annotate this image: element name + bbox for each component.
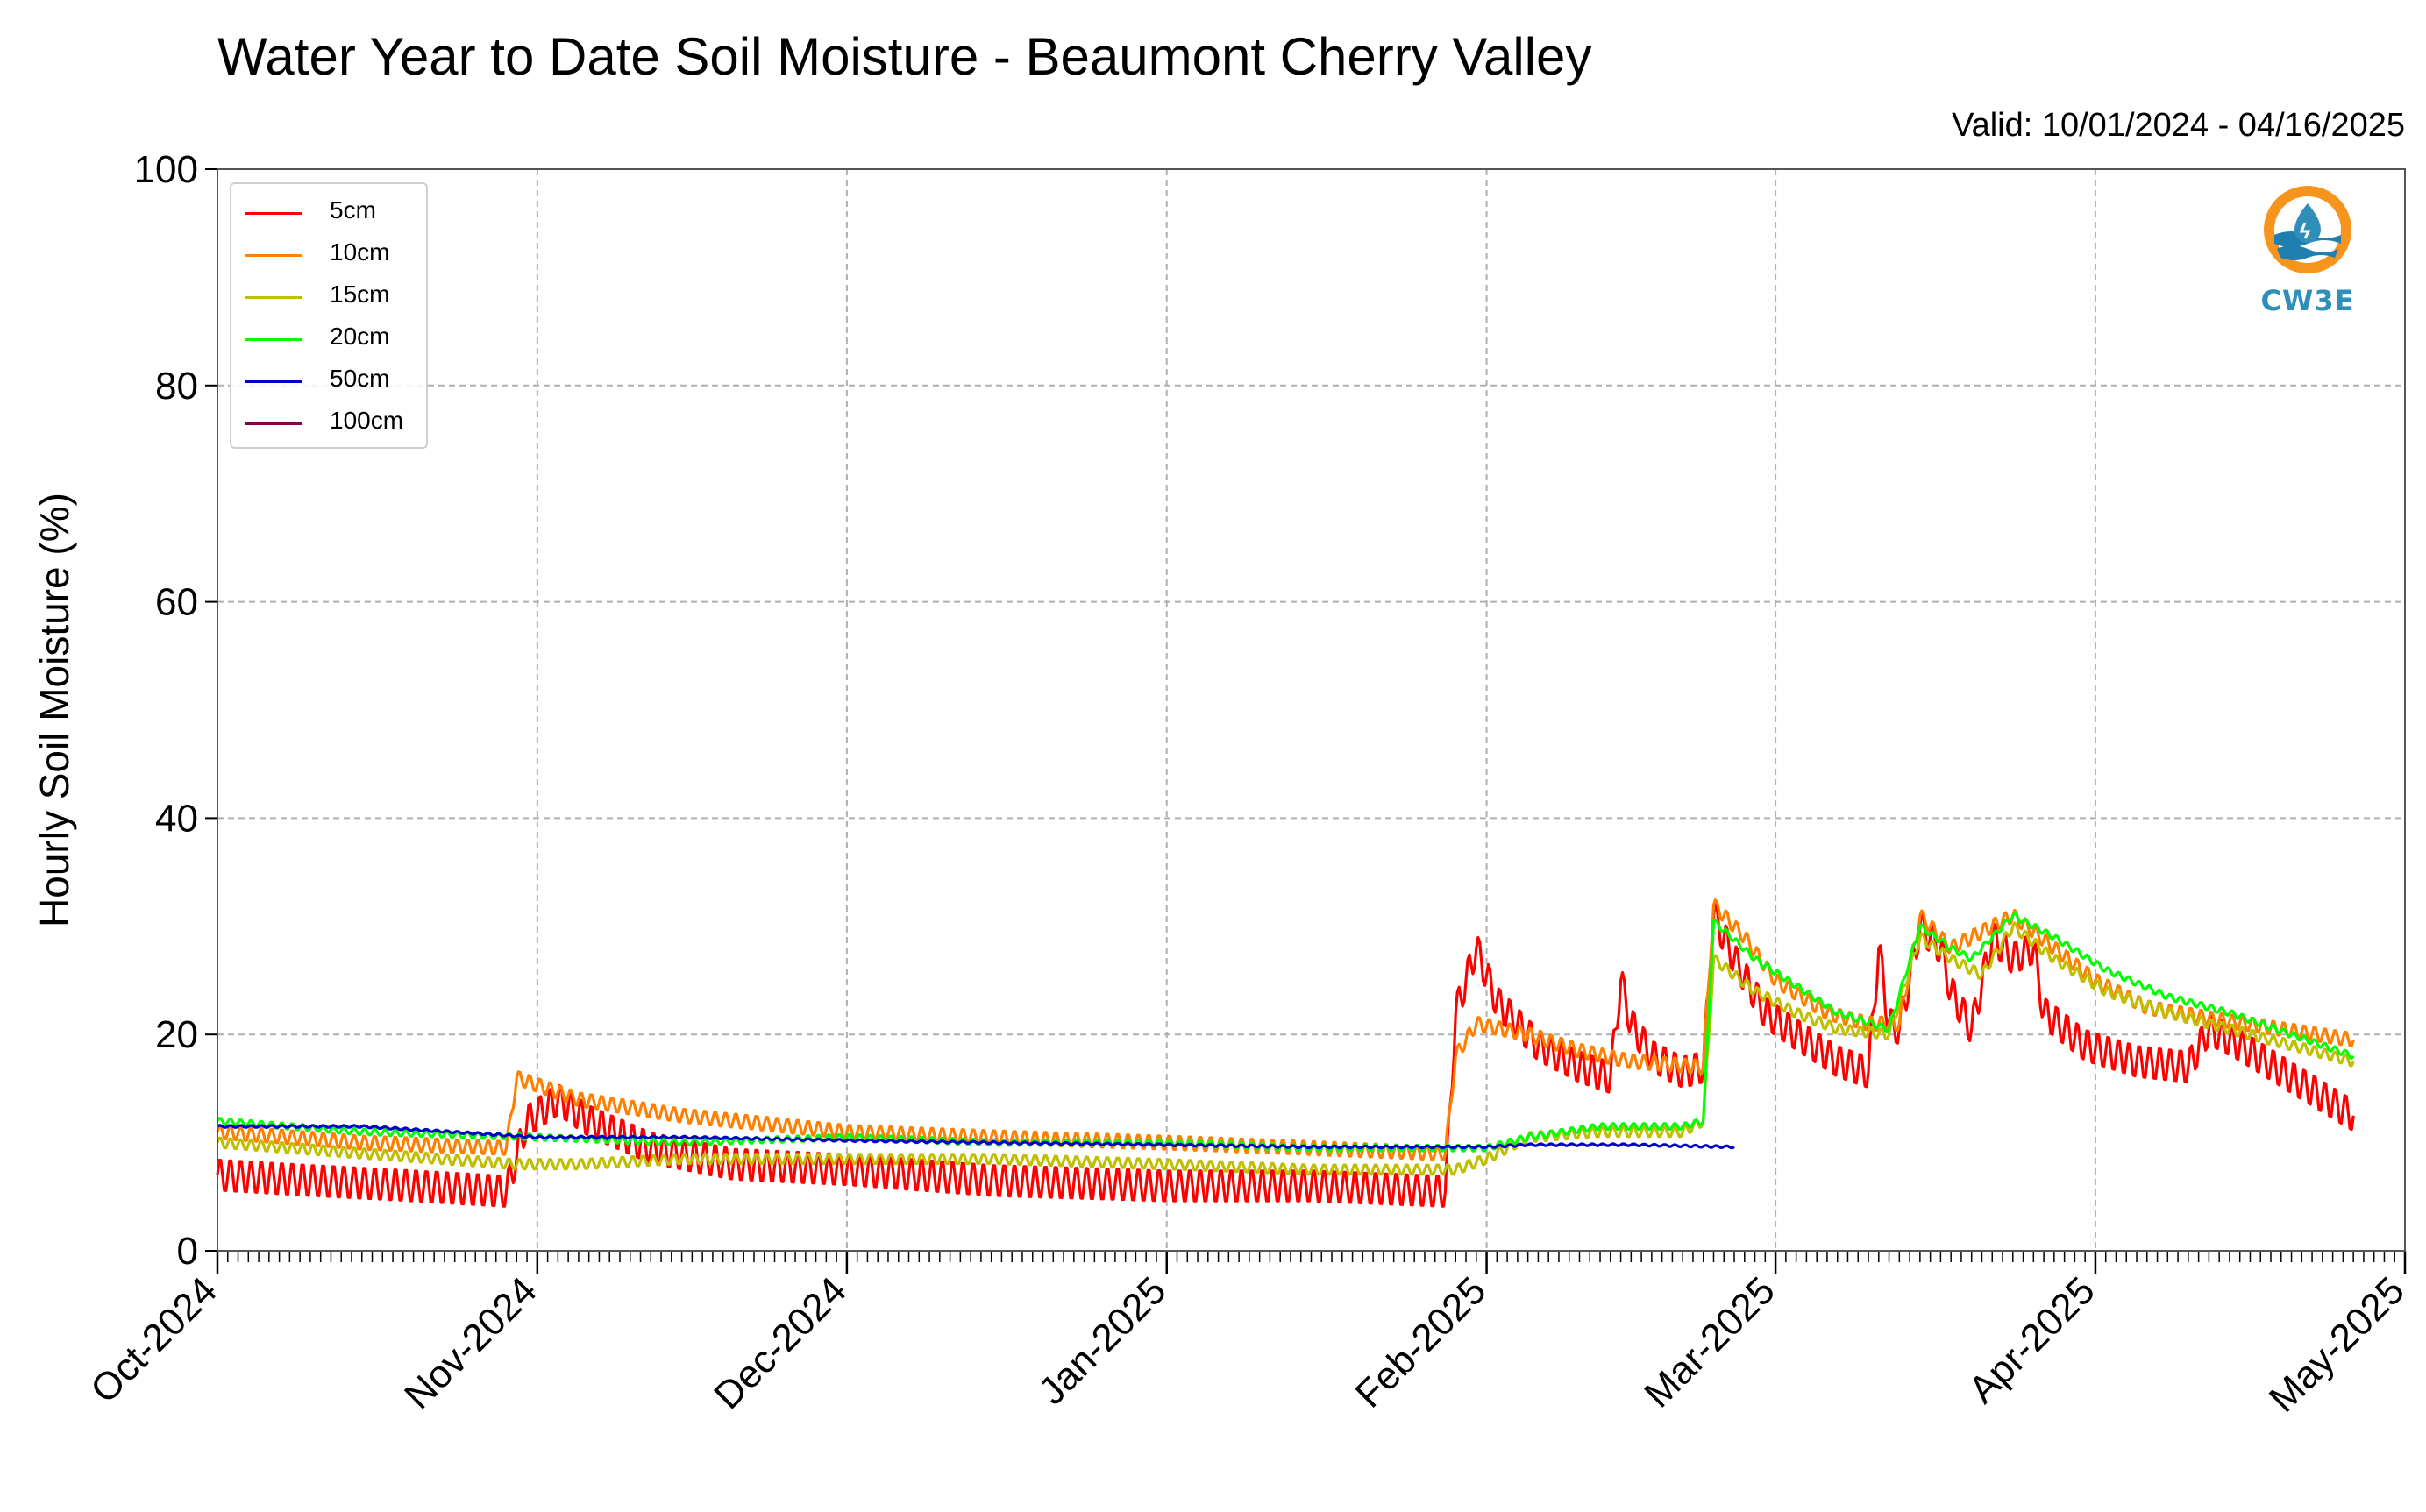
x-tick-label: Mar-2025 bbox=[1636, 1269, 1783, 1416]
legend-item-10cm: 10cm bbox=[231, 237, 424, 272]
chart-subtitle: Valid: 10/01/2024 - 04/16/2025 bbox=[1952, 107, 2405, 144]
legend-swatch bbox=[245, 254, 302, 257]
y-tick-label: 60 bbox=[155, 581, 198, 624]
legend-swatch bbox=[245, 212, 302, 215]
legend-label: 20cm bbox=[330, 323, 390, 350]
legend-swatch bbox=[245, 380, 302, 383]
legend-item-100cm: 100cm bbox=[231, 405, 424, 440]
x-tick-label: Dec-2024 bbox=[706, 1269, 855, 1418]
series-line-5cm bbox=[216, 902, 2355, 1208]
legend-item-20cm: 20cm bbox=[231, 321, 424, 356]
plot-frame bbox=[217, 168, 2406, 1252]
legend: 5cm 10cm 15cm 20cm 50cm 100cm bbox=[230, 182, 428, 449]
x-tick-label: Feb-2025 bbox=[1348, 1269, 1495, 1416]
series-line-15cm bbox=[216, 921, 2355, 1176]
legend-label: 5cm bbox=[330, 196, 376, 224]
legend-item-15cm: 15cm bbox=[231, 279, 424, 314]
y-tick-label: 40 bbox=[155, 797, 198, 840]
x-tick-label: Apr-2025 bbox=[1960, 1269, 2103, 1412]
x-tick-label: May-2025 bbox=[2261, 1269, 2413, 1421]
y-tick-label: 20 bbox=[155, 1013, 198, 1056]
legend-item-5cm: 5cm bbox=[231, 195, 424, 230]
axis-layer bbox=[205, 168, 2407, 1274]
grid-layer bbox=[217, 168, 2406, 1252]
legend-item-50cm: 50cm bbox=[231, 363, 424, 398]
logo-text: CW3E bbox=[2260, 284, 2355, 317]
legend-swatch bbox=[245, 296, 302, 299]
x-tick-label: Jan-2025 bbox=[1030, 1269, 1174, 1413]
chart-title: Water Year to Date Soil Moisture - Beaum… bbox=[217, 27, 1592, 86]
series-line-50cm bbox=[217, 1124, 1735, 1150]
x-tick-label: Nov-2024 bbox=[396, 1269, 545, 1418]
cw3e-logo: CW3E bbox=[2251, 181, 2365, 321]
legend-label: 10cm bbox=[330, 238, 390, 266]
y-tick-label: 100 bbox=[134, 148, 198, 191]
y-tick-label: 80 bbox=[155, 365, 198, 408]
y-axis-label: Hourly Soil Moisture (%) bbox=[32, 493, 77, 927]
water-drop-icon bbox=[2264, 186, 2351, 273]
legend-swatch bbox=[245, 422, 302, 425]
legend-swatch bbox=[245, 338, 302, 341]
y-tick-label: 0 bbox=[177, 1230, 198, 1273]
legend-label: 15cm bbox=[330, 280, 390, 308]
legend-label: 50cm bbox=[330, 365, 390, 392]
legend-label: 100cm bbox=[330, 407, 404, 434]
series-layer bbox=[216, 898, 2355, 1208]
x-tick-label: Oct-2024 bbox=[82, 1269, 225, 1412]
